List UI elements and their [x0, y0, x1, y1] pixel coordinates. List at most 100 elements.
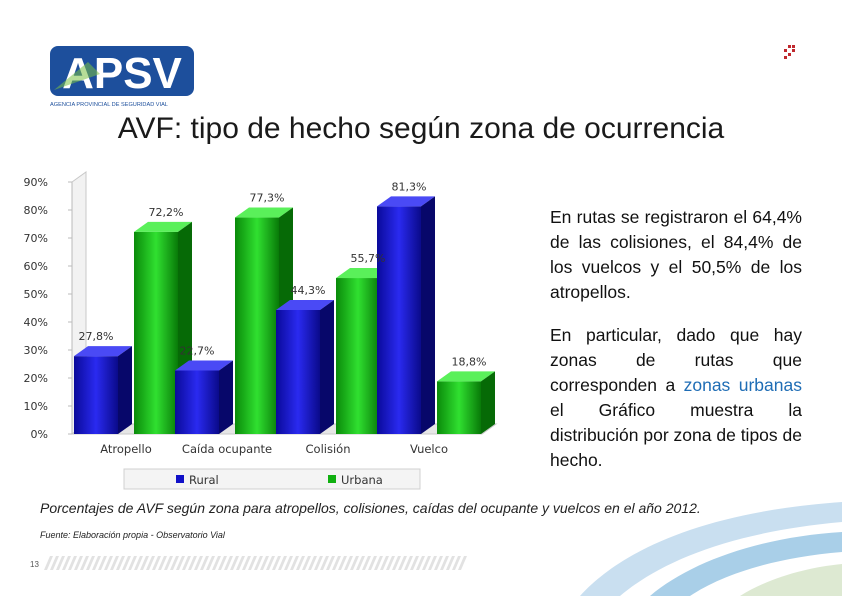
stripe: [398, 556, 407, 570]
stripe: [176, 556, 185, 570]
data-label: 72,2%: [149, 206, 184, 219]
page-number: 13: [30, 560, 39, 569]
data-label: 77,3%: [250, 192, 285, 205]
stripe: [410, 556, 419, 570]
y-tick-label: 60%: [24, 260, 48, 273]
stripe: [170, 556, 179, 570]
stripe: [128, 556, 137, 570]
stripe: [206, 556, 215, 570]
stripe: [248, 556, 257, 570]
bar-urbana: [336, 278, 380, 434]
bar-rural: [377, 206, 421, 434]
y-tick-label: 20%: [24, 372, 48, 385]
side-text: En rutas se registraron el 64,4% de las …: [550, 205, 802, 491]
bar-side-rural: [118, 346, 132, 434]
stripe: [314, 556, 323, 570]
stripe: [104, 556, 113, 570]
side-paragraph-2-end: el Gráfico muestra la distribución por z…: [550, 400, 802, 470]
stripe: [56, 556, 65, 570]
source-note: Fuente: Elaboración propia - Observatori…: [40, 530, 225, 540]
stripe: [188, 556, 197, 570]
stripe: [362, 556, 371, 570]
y-tick-label: 50%: [24, 288, 48, 301]
stripe: [164, 556, 173, 570]
stripe: [290, 556, 299, 570]
stripe: [110, 556, 119, 570]
y-tick-label: 10%: [24, 400, 48, 413]
stripe: [236, 556, 245, 570]
stripe: [212, 556, 221, 570]
stripe: [284, 556, 293, 570]
x-category-label: Vuelco: [410, 442, 448, 456]
stripe: [230, 556, 239, 570]
bar-side-rural: [219, 360, 233, 434]
x-category-label: Atropello: [100, 442, 152, 456]
stripe: [98, 556, 107, 570]
bar-top-rural: [276, 299, 334, 310]
stripe: [332, 556, 341, 570]
legend-label: Urbana: [341, 473, 383, 487]
data-label: 22,7%: [180, 344, 215, 357]
stripe: [68, 556, 77, 570]
page-title: AVF: tipo de hecho según zona de ocurren…: [117, 112, 725, 145]
stripe: [434, 556, 443, 570]
stripe: [182, 556, 191, 570]
apsv-logo: APSV AGENCIA PROVINCIAL DE SEGURIDAD VIA…: [50, 46, 194, 108]
y-tick-label: 90%: [24, 176, 48, 189]
stripe: [224, 556, 233, 570]
stripe: [140, 556, 149, 570]
y-tick-label: 30%: [24, 344, 48, 357]
stripe: [374, 556, 383, 570]
logo-subtitle: AGENCIA PROVINCIAL DE SEGURIDAD VIAL: [50, 102, 168, 108]
stripe: [386, 556, 395, 570]
bar-top-rural: [175, 360, 233, 371]
bar-top-urbana: [437, 371, 495, 382]
stripe: [194, 556, 203, 570]
x-category-label: Colisión: [306, 442, 351, 456]
bar-rural: [175, 370, 219, 434]
corner-dots-icon: [784, 45, 795, 59]
side-paragraph-2-start: En particular, dado que hay zonas de rut…: [550, 325, 802, 395]
legend-label: Rural: [189, 473, 219, 487]
bar-urbana: [437, 381, 481, 434]
data-label: 81,3%: [392, 180, 427, 193]
highlight-zonas-urbanas: zonas urbanas: [683, 375, 802, 395]
decorative-stripes: [44, 556, 467, 570]
data-label: 44,3%: [291, 284, 326, 297]
bar-top-rural: [377, 196, 435, 207]
y-tick-label: 0%: [31, 428, 48, 441]
stripe: [368, 556, 377, 570]
stripe: [200, 556, 209, 570]
bar-side-urbana: [481, 371, 495, 434]
bar-urbana: [134, 231, 178, 434]
stripe: [458, 556, 467, 570]
stripe: [86, 556, 95, 570]
stripe: [338, 556, 347, 570]
stripe: [278, 556, 287, 570]
legend-swatch-urbana: [328, 475, 336, 483]
stripe: [158, 556, 167, 570]
stripe: [62, 556, 71, 570]
bar-urbana: [235, 217, 279, 434]
stripe: [380, 556, 389, 570]
bar-top-urbana: [235, 207, 293, 218]
bar-chart: 0% 10% 20% 30% 40% 50% 60% 70% 80% 90% 27,8% 72,2%…: [24, 171, 498, 490]
decorative-swoosh: [580, 502, 842, 596]
stripe: [152, 556, 161, 570]
stripe: [350, 556, 359, 570]
stripe: [92, 556, 101, 570]
data-label: 18,8%: [452, 355, 487, 368]
stripe: [44, 556, 53, 570]
bar-side-rural: [421, 196, 435, 434]
stripe: [356, 556, 365, 570]
bar-top-rural: [74, 346, 132, 357]
stripe: [272, 556, 281, 570]
stripe: [416, 556, 425, 570]
stripe: [422, 556, 431, 570]
bar-top-urbana: [134, 221, 192, 232]
stripe: [302, 556, 311, 570]
legend-box: [123, 468, 421, 490]
y-tick-label: 70%: [24, 232, 48, 245]
stripe: [320, 556, 329, 570]
bar-rural: [74, 356, 118, 434]
